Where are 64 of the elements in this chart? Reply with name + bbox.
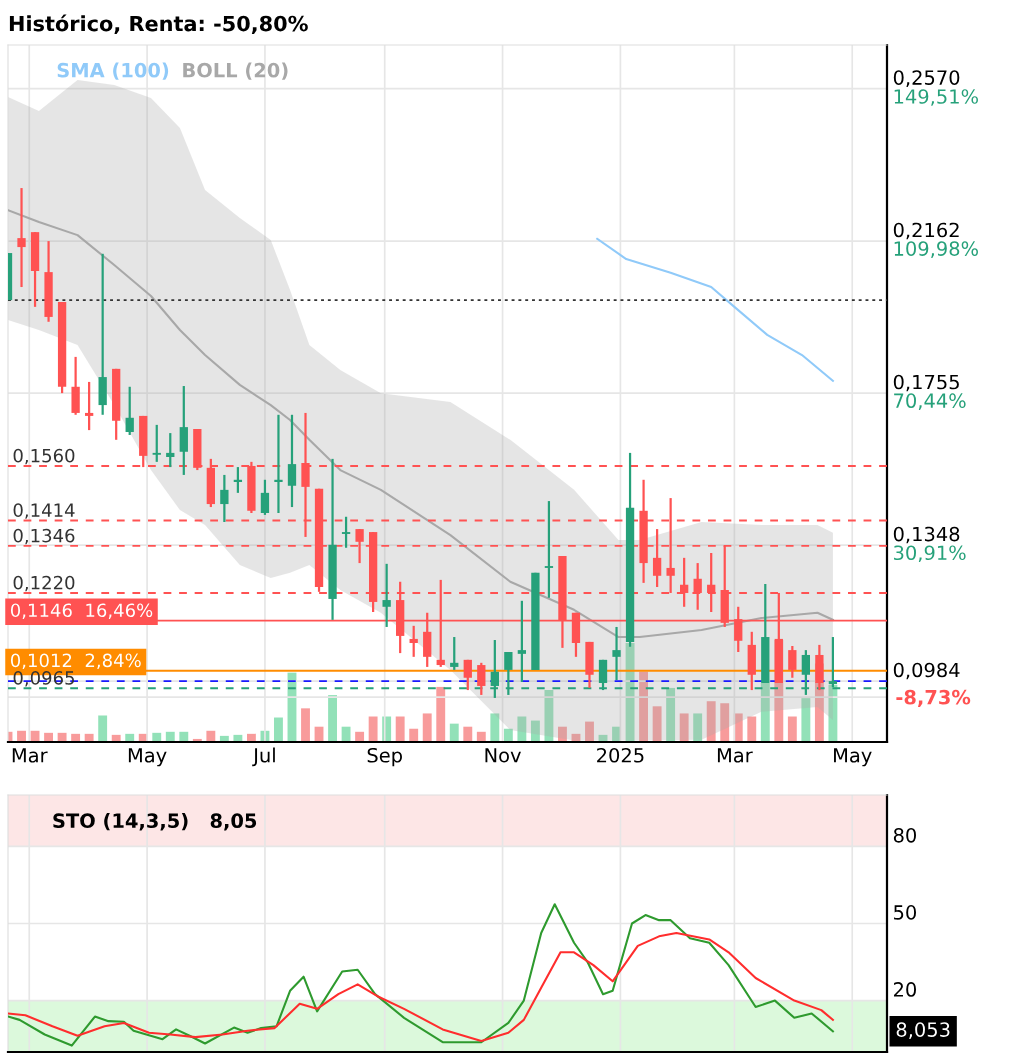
ref-line-label: 0,1346 — [13, 528, 75, 545]
text: -8,73% — [896, 689, 971, 707]
x-tick-label: Sep — [367, 747, 402, 767]
y2-tick-label: 70,44% — [894, 393, 966, 411]
bar — [341, 726, 351, 742]
bar — [274, 717, 283, 742]
bar — [787, 716, 797, 742]
ref-line-label: 0,1560 — [13, 448, 75, 465]
bar — [449, 723, 459, 742]
text: BOLL (20) — [183, 62, 288, 80]
y2-tick-label: 30,91% — [894, 545, 966, 563]
y-tick-label: 0,2162 — [893, 222, 959, 240]
y-tick-label: 0,0984 — [893, 662, 960, 680]
bar — [544, 689, 554, 742]
ref-line-label: 0,1012 2,84% — [10, 653, 141, 669]
y-tick-label: 0,1755 — [893, 374, 959, 392]
bar — [558, 726, 567, 742]
bar — [463, 726, 473, 742]
x-tick-label: Mar — [717, 748, 753, 763]
bar — [693, 713, 703, 742]
chart-title: Histórico, Renta: -50,80% — [9, 14, 308, 35]
text: 8,053 — [896, 1022, 950, 1039]
y-tick-label: 20 — [893, 982, 917, 997]
bar — [422, 713, 432, 742]
bar — [436, 686, 446, 742]
bar — [98, 715, 108, 742]
ref-line-label: 0,1220 — [13, 575, 75, 592]
y-tick-label: 80 — [893, 827, 917, 843]
bar — [301, 708, 310, 742]
ref-line-label: 0,1414 — [13, 503, 75, 519]
bar — [503, 728, 513, 742]
bar — [368, 716, 378, 742]
bar — [666, 687, 676, 742]
bar — [679, 713, 689, 742]
bar — [720, 703, 730, 742]
y2-tick-label: 149,51% — [894, 89, 978, 106]
bar — [747, 716, 757, 742]
bar — [17, 730, 26, 742]
y-tick-label: 0,2570 — [893, 70, 960, 87]
bar — [639, 671, 649, 742]
ref-line-label: 0,0965 — [13, 671, 74, 687]
bar — [706, 701, 716, 742]
x-tick-label: May — [128, 748, 167, 767]
bar — [206, 730, 216, 742]
y2-tick-label: 109,98% — [894, 241, 978, 258]
bar — [395, 716, 405, 742]
bar — [530, 720, 540, 742]
y-tick-label: 0,1348 — [893, 526, 960, 544]
bar — [801, 698, 811, 742]
x-tick-label: Nov — [485, 748, 521, 763]
bar — [328, 695, 337, 742]
x-tick-label: 2025 — [597, 747, 644, 763]
y-tick-label: 50 — [894, 905, 917, 920]
x-tick-label: Jul — [252, 747, 275, 767]
x-tick-label: Mar — [12, 748, 48, 763]
bar — [517, 716, 527, 742]
bar — [409, 728, 419, 742]
text: STO (14,3,5) 8,05 — [53, 813, 257, 831]
bar — [490, 713, 500, 742]
bar — [652, 706, 662, 742]
text: SMA (100) — [57, 62, 169, 80]
x-tick-label: May — [834, 748, 872, 767]
ref-line-label: 0,1146 16,46% — [10, 603, 153, 619]
bar — [585, 721, 594, 742]
